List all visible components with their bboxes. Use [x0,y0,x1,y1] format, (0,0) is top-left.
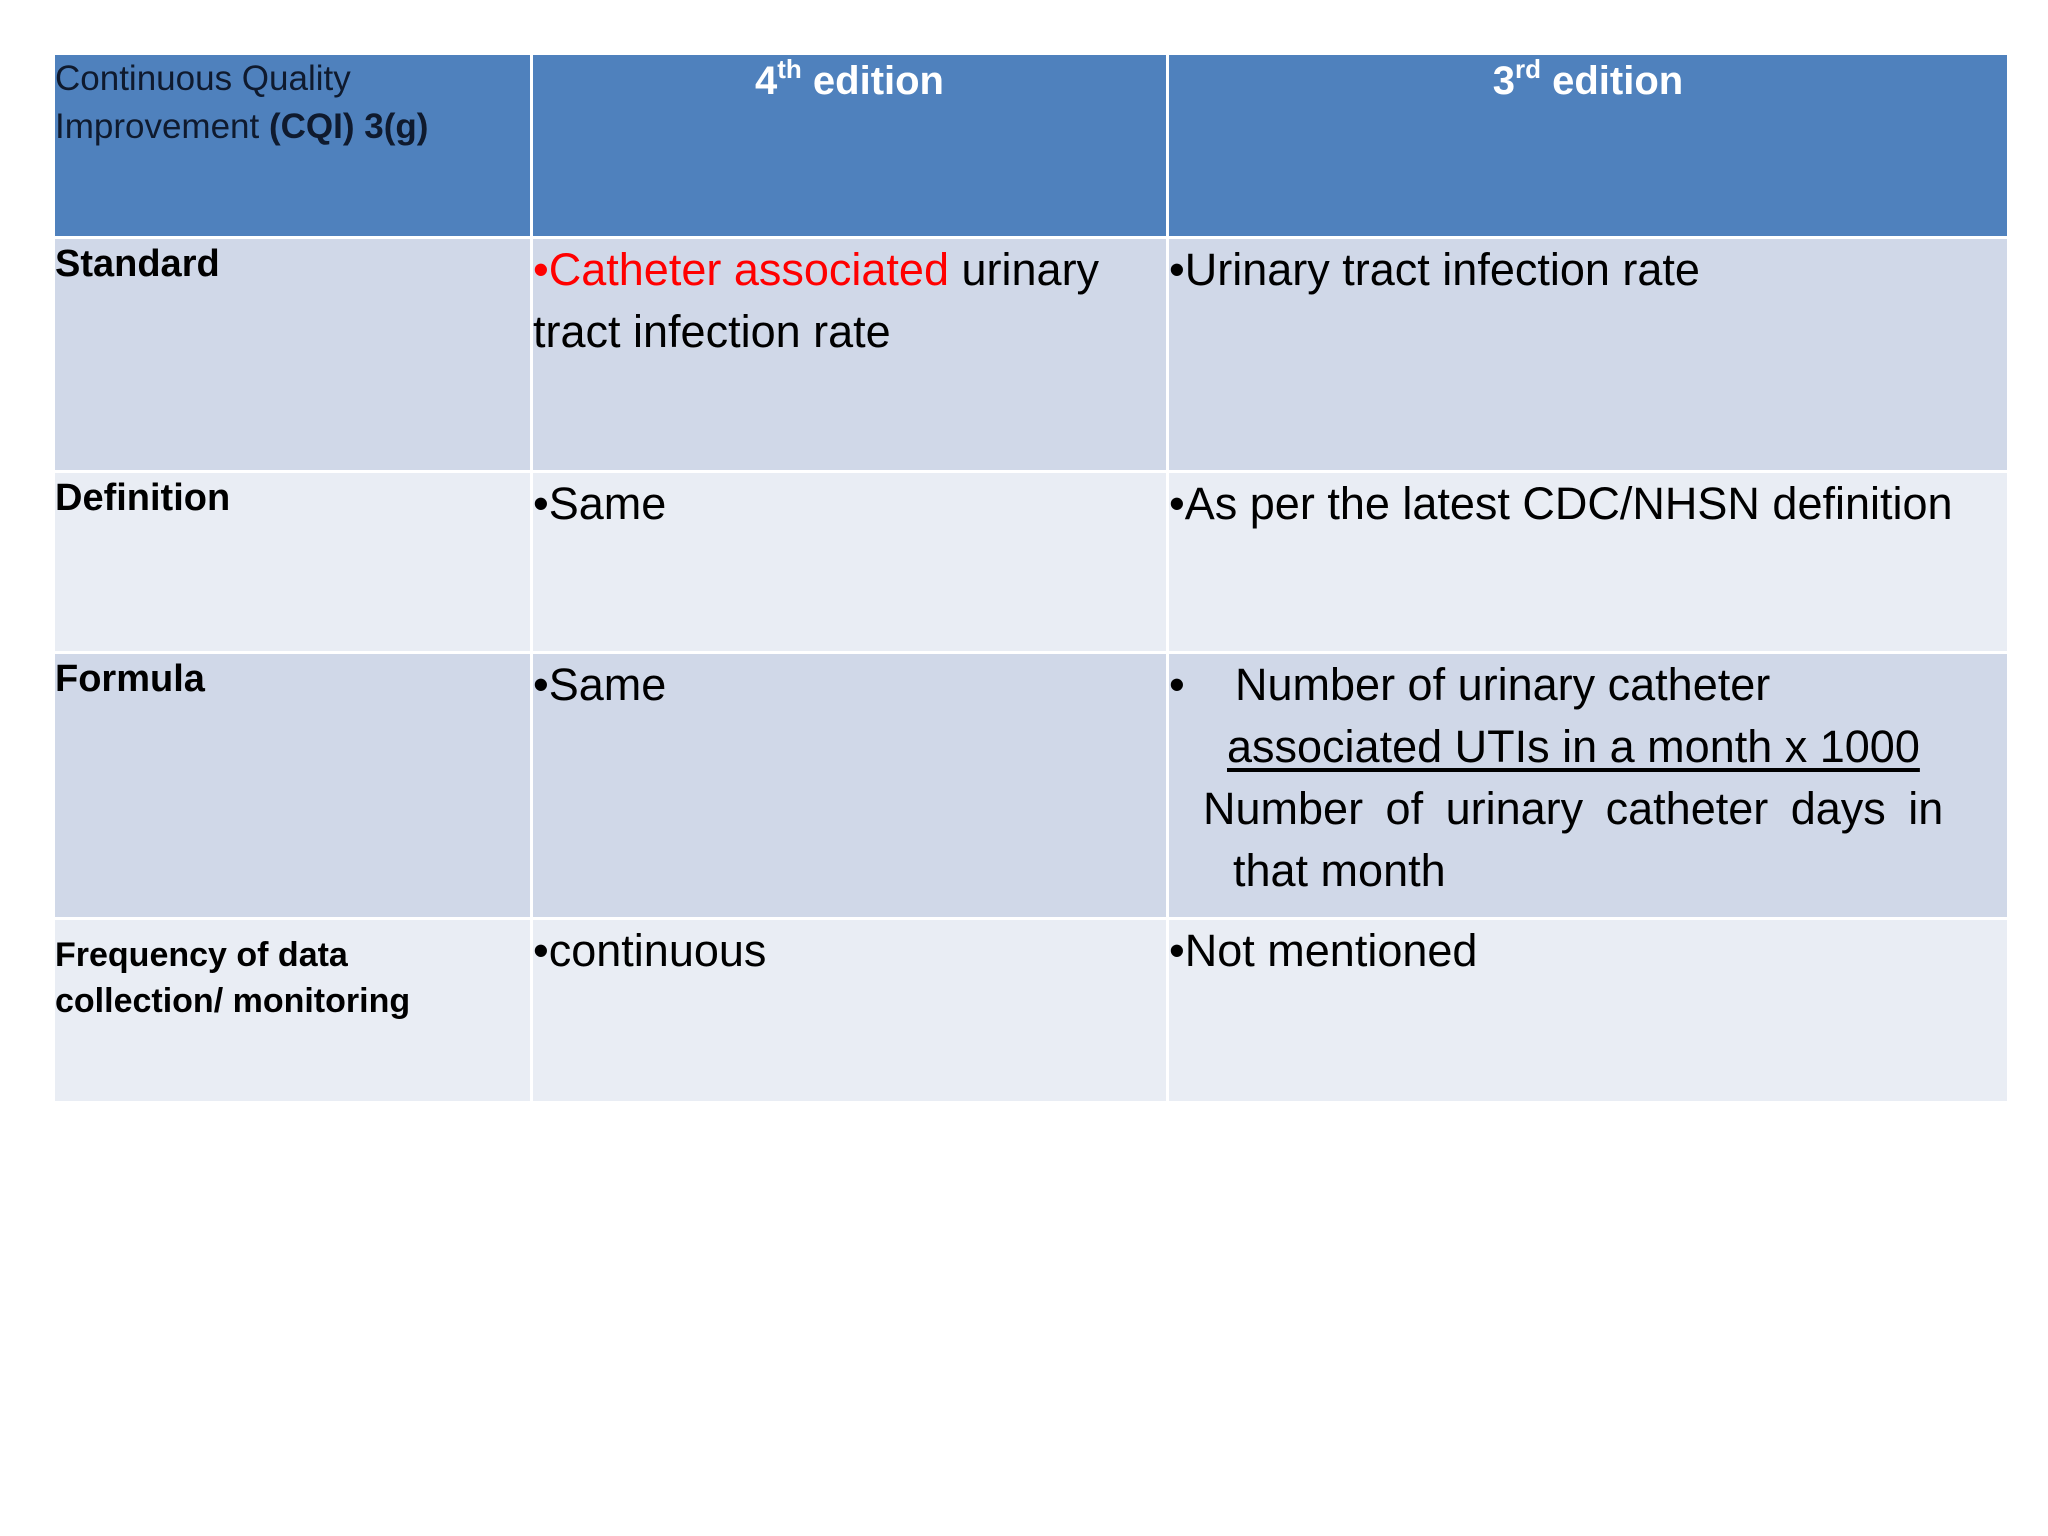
header-4th-num: 4 [754,59,778,103]
standard-4th-rest: urinary tract infection rate [533,244,1100,357]
definition-label: Definition [52,470,533,654]
formula-numerator: associated UTIs in a month x 1000 [1169,716,2007,778]
formula-4th-cell: •Same [530,651,1169,920]
definition-3rd-cell: •As per the latest CDC/NHSN definition [1166,470,2010,654]
table-row-frequency: Frequency of data collection/ monitoring… [52,917,2010,1104]
header-cqi-line2: Improvement (CQI) 3(g) [55,103,530,151]
header-4th-edition: 4th edition [530,52,1169,239]
header-cqi-bold: (CQI) 3(g) [268,107,429,146]
frequency-label-line1: Frequency of data [55,936,348,974]
table-row-definition: Definition •Same •As per the latest CDC/… [52,470,2010,654]
formula-denominator-cont: that month [1233,845,1446,896]
formula-numerator-text: associated UTIs in a month x 1000 [1227,721,1920,772]
header-row: Continuous Quality Improvement (CQI) 3(g… [52,52,2010,239]
header-3rd-num: 3 [1492,59,1516,103]
header-4th-word: edition [801,59,944,103]
formula-3rd-cell: • Number of urinary catheter associated U… [1166,651,2010,920]
definition-4th-cell: •Same [530,470,1169,654]
standard-4th-cell: •Catheter associated urinary tract infec… [530,236,1169,473]
header-cqi-line1: Continuous Quality [55,59,351,98]
formula-line1-text: Number of urinary catheter [1235,659,1771,710]
formula-line1: • Number of urinary catheter [1169,654,2007,716]
frequency-label: Frequency of data collection/ monitoring [52,917,533,1104]
table-row-standard: Standard •Catheter associated urinary tr… [52,236,2010,473]
header-3rd-word: edition [1541,59,1684,103]
standard-label: Standard [52,236,533,473]
table-row-formula: Formula •Same • Number of urinary cathete… [52,651,2010,920]
header-cqi-cell: Continuous Quality Improvement (CQI) 3(g… [52,52,533,239]
header-4th-sup: th [777,54,802,84]
formula-denominator: Number of urinary catheter days in [1203,783,1944,834]
comparison-table: Continuous Quality Improvement (CQI) 3(g… [52,52,2010,1104]
header-3rd-sup: rd [1515,54,1542,84]
header-cqi-plain: Improvement [55,107,269,146]
frequency-4th-cell: •continuous [530,917,1169,1104]
frequency-3rd-cell: •Not mentioned [1166,917,2010,1104]
formula-bullet: • [1169,659,1185,710]
standard-4th-highlight: •Catheter associated [533,244,949,295]
formula-label: Formula [52,651,533,920]
header-3rd-edition: 3rd edition [1166,52,2010,239]
standard-3rd-cell: •Urinary tract infection rate [1166,236,2010,473]
frequency-label-line2: collection/ monitoring [55,982,411,1020]
